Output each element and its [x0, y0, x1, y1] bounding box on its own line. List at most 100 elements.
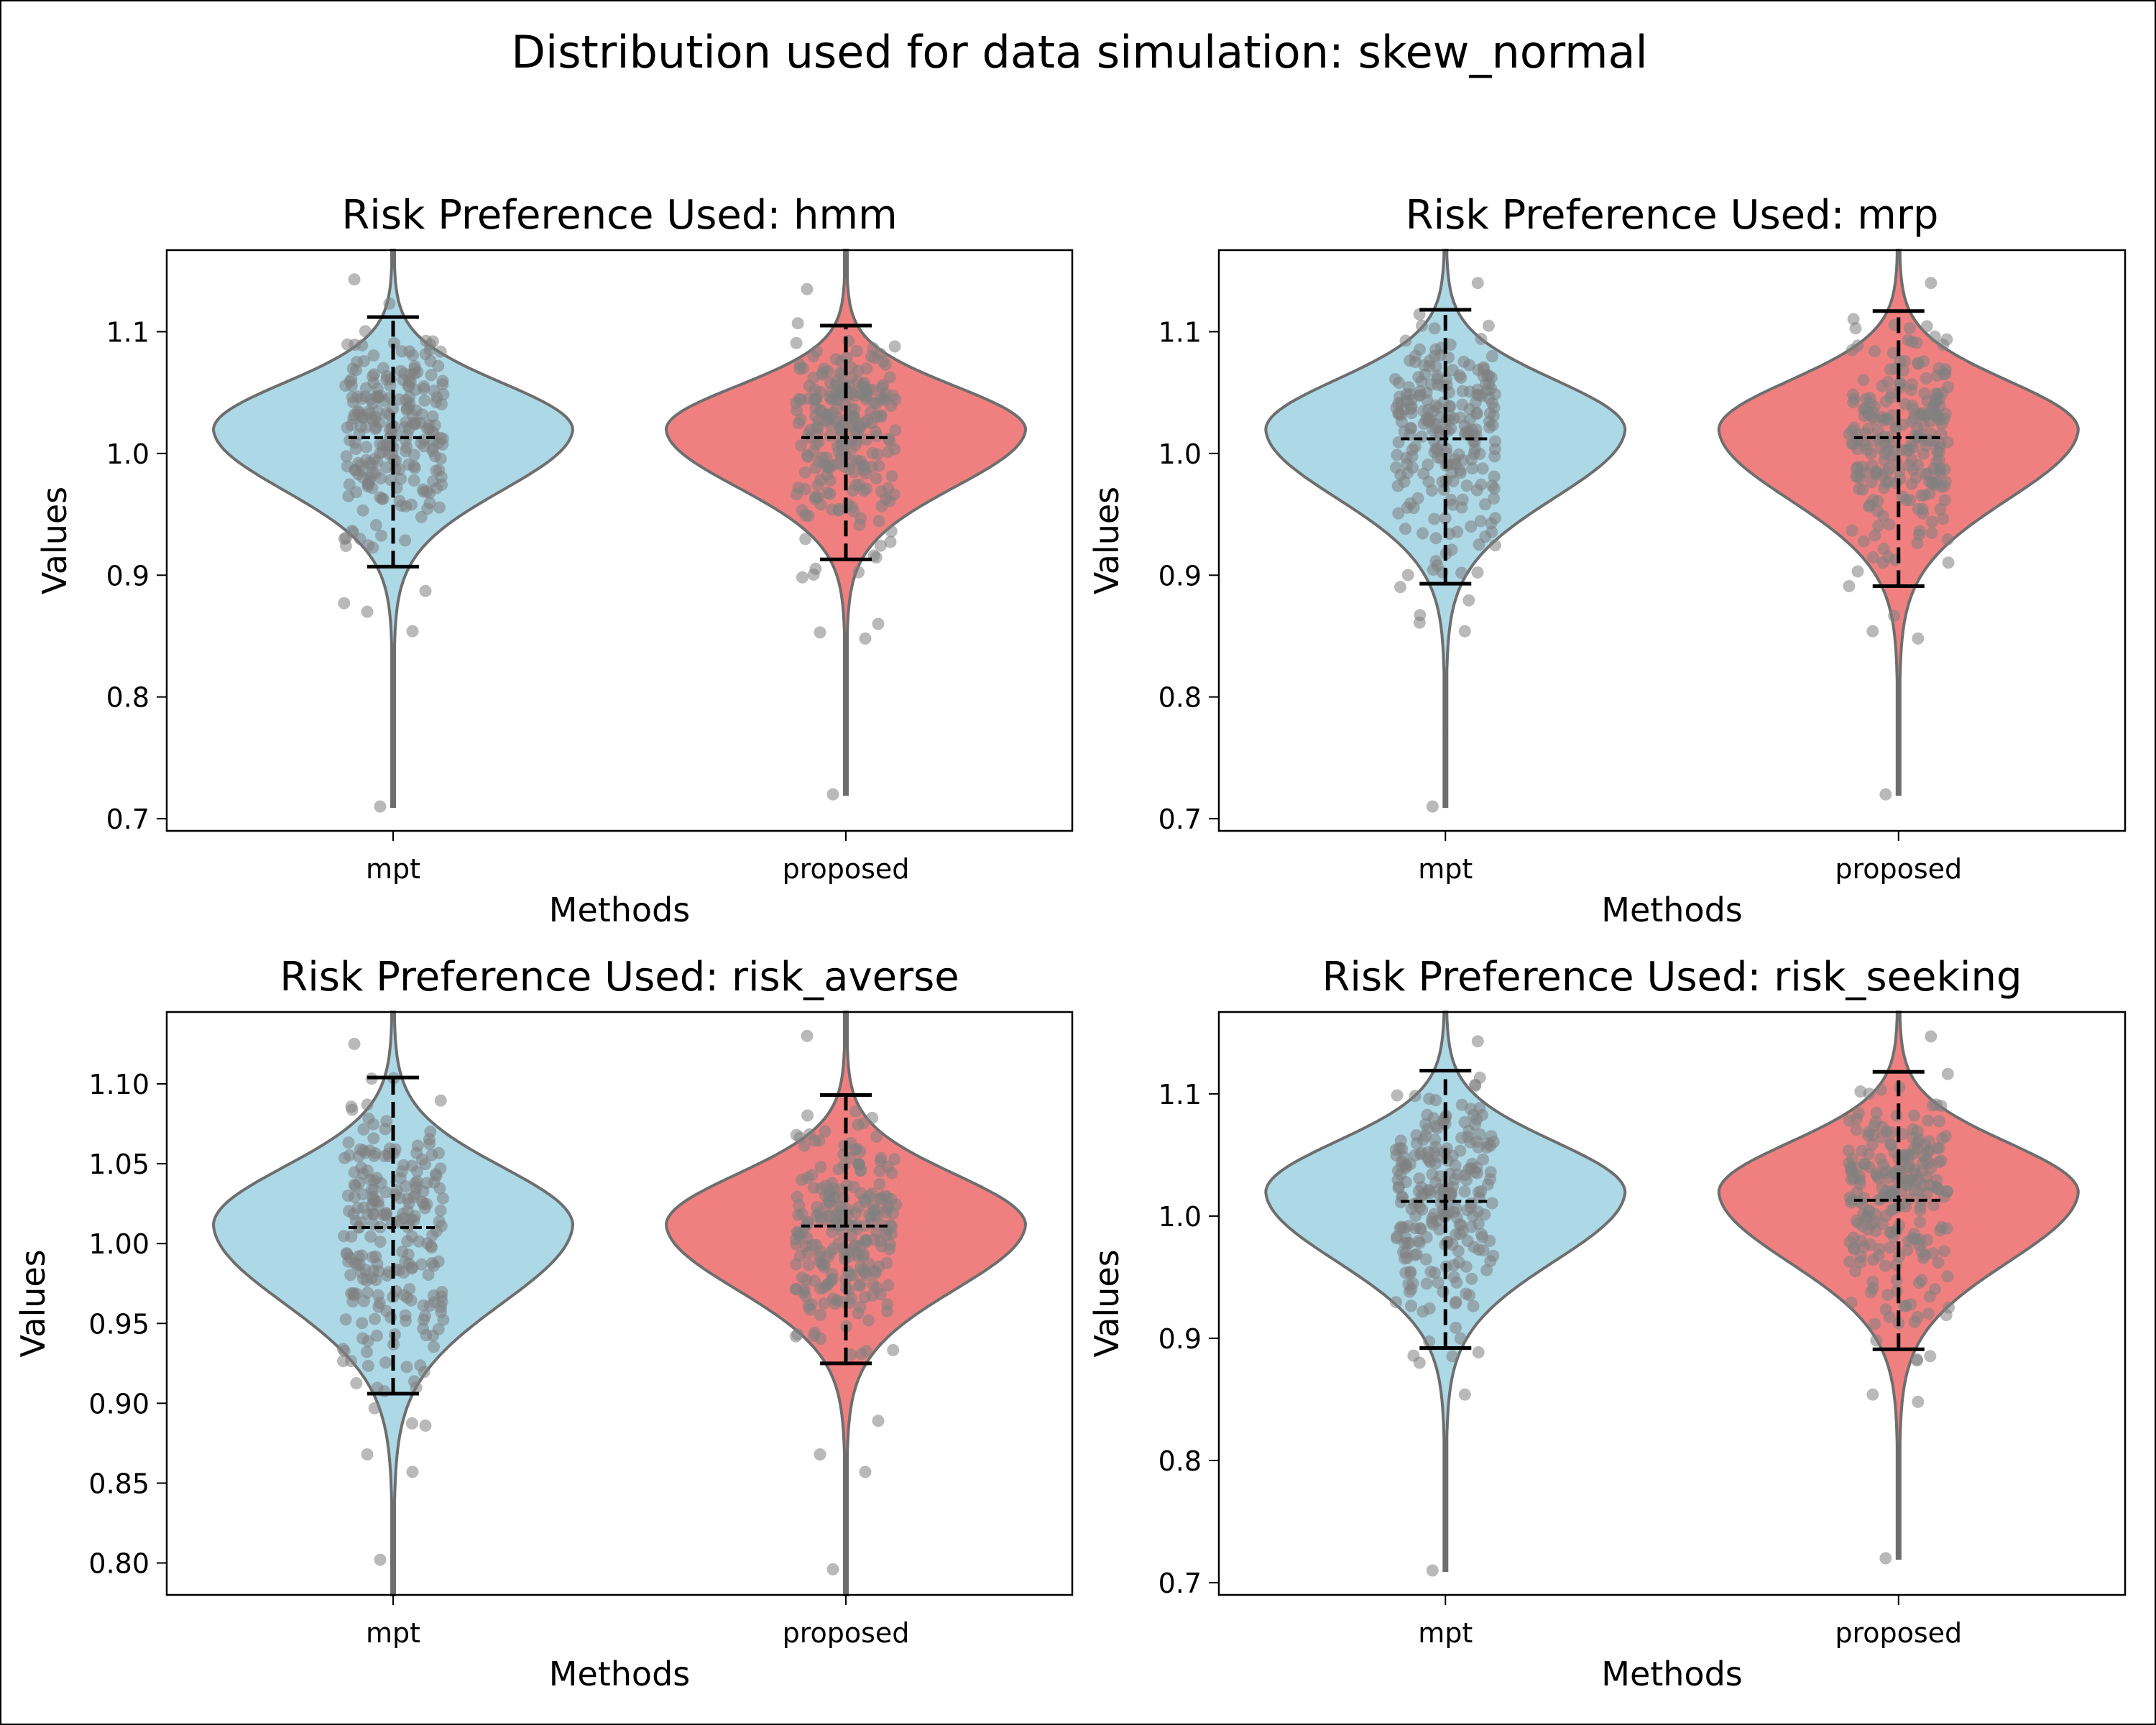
- data-point: [1920, 320, 1933, 333]
- outlier-point: [1866, 1388, 1879, 1401]
- data-point: [1872, 1249, 1885, 1262]
- outlier-point: [1879, 788, 1892, 801]
- x-tick-label: mpt: [1418, 1617, 1473, 1649]
- data-point: [404, 375, 417, 388]
- data-point: [359, 1264, 372, 1276]
- outlier-point: [1426, 1564, 1439, 1577]
- data-point: [360, 1346, 373, 1358]
- data-point: [405, 498, 418, 511]
- data-point: [1905, 454, 1918, 466]
- data-point: [418, 394, 431, 407]
- data-point: [1857, 374, 1870, 387]
- data-point: [1914, 1215, 1927, 1228]
- data-point: [380, 461, 392, 474]
- data-point: [808, 394, 821, 407]
- outlier-point: [1458, 625, 1471, 638]
- data-point: [1394, 469, 1407, 482]
- data-point: [1850, 1123, 1863, 1136]
- data-point: [1449, 1297, 1462, 1310]
- data-point: [1937, 512, 1950, 525]
- data-point: [872, 515, 885, 528]
- data-point: [410, 1146, 423, 1159]
- data-point: [368, 1402, 381, 1414]
- data-point: [1901, 1243, 1914, 1256]
- data-point: [1390, 1296, 1402, 1309]
- data-point: [1846, 1194, 1859, 1207]
- data-point: [1460, 1174, 1473, 1187]
- data-point: [356, 471, 369, 484]
- data-point: [854, 1164, 867, 1177]
- data-point: [1470, 406, 1483, 419]
- data-point: [361, 1359, 374, 1372]
- data-point: [1912, 1276, 1925, 1289]
- data-point: [1401, 569, 1414, 581]
- data-point: [845, 402, 858, 415]
- data-point: [814, 498, 827, 511]
- data-point: [865, 405, 877, 418]
- data-point: [1409, 1090, 1422, 1103]
- data-point: [1890, 1259, 1903, 1271]
- data-point: [1929, 1283, 1942, 1296]
- outlier-point: [826, 788, 839, 801]
- data-point: [436, 378, 449, 391]
- x-axis-label: Methods: [549, 891, 691, 929]
- outlier-point: [419, 584, 432, 597]
- data-point: [1457, 355, 1470, 368]
- data-point: [1489, 539, 1501, 552]
- data-point: [1856, 483, 1869, 496]
- data-point: [1472, 364, 1485, 377]
- data-point: [428, 1340, 441, 1353]
- data-point: [847, 484, 860, 497]
- data-point: [860, 1233, 872, 1246]
- y-tick-label: 0.9: [1158, 560, 1202, 592]
- data-point: [802, 1259, 815, 1271]
- data-point: [1460, 479, 1473, 492]
- data-point: [1883, 518, 1896, 531]
- data-point: [826, 1225, 839, 1238]
- data-point: [1870, 1334, 1883, 1347]
- data-point: [867, 1200, 880, 1213]
- data-point: [1938, 1245, 1950, 1258]
- plot-frame: [165, 249, 1074, 832]
- data-point: [883, 494, 896, 507]
- data-point: [1864, 1286, 1877, 1299]
- data-point: [882, 1279, 895, 1292]
- data-point: [807, 1182, 820, 1194]
- x-tick-label: proposed: [1835, 1617, 1962, 1649]
- data-point: [845, 1219, 858, 1232]
- data-point: [1445, 1187, 1458, 1200]
- outlier-point: [814, 1448, 826, 1460]
- data-point: [803, 1128, 816, 1141]
- data-point: [1423, 1335, 1436, 1348]
- data-point: [344, 375, 356, 388]
- subplot-title: Risk Preference Used: risk_seeking: [1322, 954, 2022, 1000]
- data-point: [1391, 448, 1404, 461]
- data-point: [1409, 1210, 1422, 1223]
- data-point: [1942, 556, 1955, 569]
- data-point: [1857, 535, 1870, 548]
- data-point: [1484, 1166, 1497, 1179]
- data-point: [1890, 1274, 1903, 1287]
- data-point: [882, 433, 895, 445]
- data-point: [1485, 382, 1498, 395]
- data-point: [888, 443, 901, 456]
- data-point: [1455, 501, 1468, 514]
- data-point: [418, 440, 430, 453]
- data-point: [885, 400, 898, 413]
- subplot-grid: Risk Preference Used: hmm 0.7 0.8 0.9 1.0 1.1…: [14, 192, 2127, 1693]
- data-point: [1932, 1256, 1945, 1269]
- outlier-point: [361, 1448, 374, 1460]
- data-point: [1402, 381, 1415, 394]
- data-point: [852, 1118, 865, 1131]
- data-point: [353, 1177, 366, 1190]
- y-tick-label: 1.0: [1158, 438, 1202, 470]
- data-point: [418, 485, 430, 498]
- data-point: [1450, 1228, 1462, 1241]
- data-point: [827, 1292, 840, 1305]
- data-point: [1843, 1156, 1856, 1169]
- data-point: [403, 345, 416, 358]
- data-point: [1450, 1276, 1463, 1289]
- data-point: [1861, 443, 1874, 456]
- data-point: [384, 474, 397, 487]
